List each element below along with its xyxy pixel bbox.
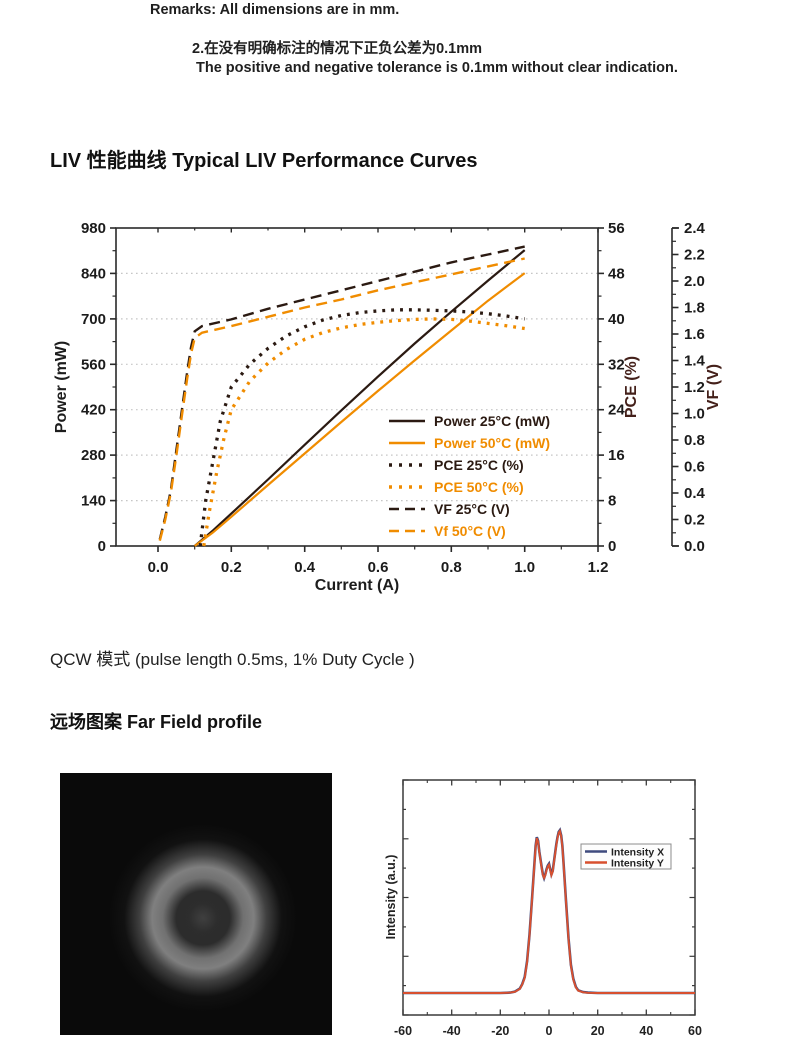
svg-text:0.2: 0.2: [684, 512, 705, 529]
liv-legend-line-sample: [389, 463, 425, 467]
svg-text:0.4: 0.4: [684, 485, 706, 502]
svg-text:700: 700: [81, 311, 106, 328]
svg-text:0: 0: [546, 1024, 553, 1038]
liv-legend-label: Power 50°C (mW): [434, 435, 551, 451]
svg-text:Power (mW): Power (mW): [53, 341, 70, 433]
liv-legend: Power 25°C (mW) Power 50°C (mW) PCE 25°C (…: [388, 412, 550, 540]
svg-text:980: 980: [81, 220, 106, 237]
svg-text:0.6: 0.6: [368, 559, 389, 576]
qcw-note: QCW 模式 (pulse length 0.5ms, 1% Duty Cycl…: [50, 650, 415, 669]
svg-text:0: 0: [608, 538, 616, 555]
liv-legend-item: PCE 25°C (%): [388, 456, 550, 474]
svg-text:0.0: 0.0: [148, 559, 169, 576]
svg-text:0.8: 0.8: [441, 559, 462, 576]
svg-text:0.6: 0.6: [684, 459, 705, 476]
ff-legend-label-x: Intensity X: [611, 847, 664, 859]
liv-legend-label: PCE 25°C (%): [434, 457, 524, 473]
liv-legend-line-sample: [389, 507, 425, 511]
ff-legend-label-y: Intensity Y: [611, 858, 664, 870]
liv-legend-label: Vf 50°C (V): [434, 523, 506, 539]
farfield-profile-chart: -60 -40 -20 0 20 40 60 Intensity (a.u.) Intensit…: [385, 779, 702, 1038]
liv-legend-label: PCE 50°C (%): [434, 479, 524, 495]
liv-legend-item: VF 25°C (V): [388, 500, 550, 518]
svg-text:PCE (%): PCE (%): [623, 356, 640, 418]
svg-text:48: 48: [608, 265, 625, 282]
svg-text:-40: -40: [443, 1024, 461, 1038]
liv-legend-item: PCE 50°C (%): [388, 478, 550, 496]
liv-legend-label: VF 25°C (V): [434, 501, 510, 517]
svg-text:Current (A): Current (A): [315, 577, 399, 594]
svg-text:0: 0: [98, 538, 106, 555]
remarks-line3: The positive and negative tolerance is 0…: [196, 60, 678, 76]
liv-legend-line-sample: [389, 485, 425, 489]
svg-text:0.4: 0.4: [294, 559, 316, 576]
svg-text:280: 280: [81, 447, 106, 464]
svg-text:560: 560: [81, 356, 106, 373]
svg-text:8: 8: [608, 493, 616, 510]
liv-legend-item: Power 25°C (mW): [388, 412, 550, 430]
svg-text:40: 40: [608, 311, 625, 328]
svg-text:20: 20: [591, 1024, 605, 1038]
liv-legend-line-sample: [389, 441, 425, 445]
svg-text:2.2: 2.2: [684, 247, 705, 264]
remarks-line2: 2.在没有明确标注的情况下正负公差为0.1mm: [192, 41, 483, 57]
remarks-line1: Remarks: All dimensions are in mm.: [150, 2, 400, 18]
liv-legend-line-sample: [389, 529, 425, 533]
svg-text:420: 420: [81, 402, 106, 419]
svg-text:1.4: 1.4: [684, 353, 706, 370]
svg-text:0.0: 0.0: [684, 538, 705, 555]
svg-text:1.2: 1.2: [588, 559, 609, 576]
svg-text:1.6: 1.6: [684, 326, 705, 343]
svg-text:1.0: 1.0: [514, 559, 535, 576]
svg-text:2.0: 2.0: [684, 273, 705, 290]
svg-text:Intensity (a.u.): Intensity (a.u.): [385, 855, 398, 940]
svg-text:VF (V): VF (V): [705, 364, 722, 410]
farfield-beam-image: [60, 773, 332, 1035]
svg-text:1.8: 1.8: [684, 300, 705, 317]
svg-text:16: 16: [608, 447, 625, 464]
svg-text:840: 840: [81, 265, 106, 282]
svg-text:60: 60: [688, 1024, 702, 1038]
liv-legend-item: Vf 50°C (V): [388, 522, 550, 540]
liv-legend-item: Power 50°C (mW): [388, 434, 550, 452]
svg-text:1.0: 1.0: [684, 406, 705, 423]
svg-text:56: 56: [608, 220, 625, 237]
svg-text:-20: -20: [491, 1024, 509, 1038]
svg-text:0.8: 0.8: [684, 432, 705, 449]
liv-section-title: LIV 性能曲线 Typical LIV Performance Curves: [50, 150, 478, 172]
svg-text:2.4: 2.4: [684, 220, 706, 237]
svg-text:32: 32: [608, 356, 625, 373]
svg-text:140: 140: [81, 493, 106, 510]
svg-text:24: 24: [608, 402, 625, 419]
farfield-section-title: 远场图案 Far Field profile: [50, 712, 263, 732]
liv-legend-line-sample: [389, 419, 425, 423]
svg-text:0.2: 0.2: [221, 559, 242, 576]
svg-text:1.2: 1.2: [684, 379, 705, 396]
svg-text:-60: -60: [394, 1024, 412, 1038]
svg-text:40: 40: [639, 1024, 653, 1038]
liv-legend-label: Power 25°C (mW): [434, 413, 551, 429]
